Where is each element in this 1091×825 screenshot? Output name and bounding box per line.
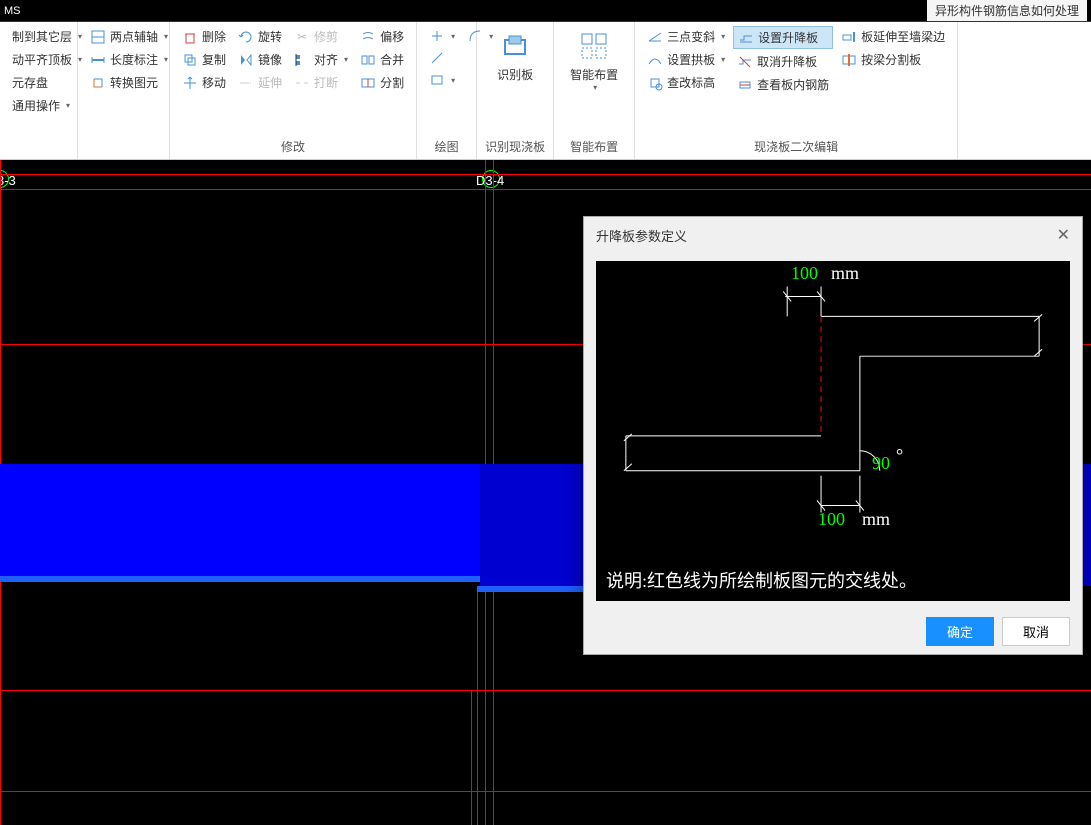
smart-icon [578,30,610,62]
convert-element-button[interactable]: 转换图元 [86,72,172,93]
axis-icon [90,29,106,45]
grid-vline [477,590,478,825]
rect-button[interactable]: ▾ [425,70,459,90]
dim-bottom-value: 100 [818,509,845,530]
rebar-icon [737,77,753,93]
extend-slab-icon [841,29,857,45]
mirror-button[interactable]: 镜像 [234,49,286,70]
diagram-explanation: 说明:红色线为所绘制板图元的交线处。 [606,567,1060,593]
modify-group-label: 修改 [178,134,408,155]
recognize-group-label: 识别现浇板 [485,134,545,155]
help-hint[interactable]: 异形构件钢筋信息如何处理 [927,0,1087,21]
aux-axis-button[interactable]: 两点辅轴▾ [86,26,172,47]
slab-element[interactable] [0,464,480,576]
copy-icon [182,52,198,68]
grid-hline [0,174,1091,175]
move-button[interactable]: 移动 [178,72,230,93]
trim-button: ✂修剪 [290,26,352,47]
slope-icon [647,29,663,45]
save-element-button[interactable]: 元存盘 [8,72,86,93]
cancel-lift-slab-button[interactable]: 取消升降板 [733,51,833,72]
lift-slab-dialog: 升降板参数定义 ✕ [583,216,1083,655]
split-icon [360,75,376,91]
extend-button: 延伸 [234,72,286,93]
slab-edge [0,576,480,582]
convert-icon [90,75,106,91]
dimension-button[interactable]: 长度标注▾ [86,49,172,70]
grid-hline [0,690,1091,691]
copy-button[interactable]: 复制 [178,49,230,70]
split-button[interactable]: 分割 [356,72,408,93]
general-ops-button[interactable]: 通用操作▾ [8,95,86,116]
grid-hline [0,791,1091,792]
split-by-beam-button[interactable]: 按梁分割板 [837,49,949,70]
smart-layout-button[interactable]: 智能布置▾ [562,26,626,134]
arch-icon [647,52,663,68]
slab-edge [477,586,583,592]
cancel-button[interactable]: 取消 [1002,617,1070,646]
point-button[interactable]: ▾ [425,26,459,46]
angle-value: 90 [872,453,890,474]
dim-top-unit: mm [831,263,859,284]
title-bar: MS 异形构件钢筋信息如何处理 [0,0,1091,22]
move-icon [182,75,198,91]
line-button[interactable] [425,48,459,68]
axis-label-1: 3-3 [0,173,16,188]
close-icon[interactable]: ✕ [1057,225,1070,245]
app-title: MS [4,5,21,17]
parameter-diagram: 100 mm 100 mm 90 ° 说明:红色线为所绘制板图元的交线处。 [596,261,1070,601]
set-lift-slab-button[interactable]: 设置升降板 [733,26,833,49]
grid-vline [471,690,472,825]
rect-icon [429,72,445,88]
axis-label-2: D3-4 [476,173,504,188]
elevation-icon [647,75,663,91]
rotate-icon [238,29,254,45]
copy-to-floor-button[interactable]: 制到其它层▾ [8,26,86,47]
recognize-icon [499,30,531,62]
smart-group-label: 智能布置 [562,134,626,155]
align-icon [294,52,310,68]
view-rebar-button[interactable]: 查看板内钢筋 [733,74,833,95]
offset-button[interactable]: 偏移 [356,26,408,47]
rotate-button[interactable]: 旋转 [234,26,286,47]
point-icon [429,28,445,44]
angle-unit: ° [896,445,903,466]
trim-icon: ✂ [294,29,310,45]
line-icon [429,50,445,66]
dialog-titlebar[interactable]: 升降板参数定义 ✕ [584,217,1082,253]
grid-hline [0,189,1091,190]
merge-icon [360,52,376,68]
align-top-button[interactable]: 动平齐顶板▾ [8,49,86,70]
align-button[interactable]: 对齐▾ [290,49,352,70]
ruler-icon [90,52,106,68]
merge-button[interactable]: 合并 [356,49,408,70]
cancel-lift-icon [737,54,753,70]
lift-icon [738,30,754,46]
offset-icon [360,29,376,45]
extend-slab-button[interactable]: 板延伸至墙梁边 [837,26,949,47]
recognize-slab-button[interactable]: 识别板 [489,26,541,134]
dim-bottom-unit: mm [862,509,890,530]
extend-icon [238,75,254,91]
delete-button[interactable]: 删除 [178,26,230,47]
dialog-title-text: 升降板参数定义 [596,226,687,245]
trash-icon [182,29,198,45]
set-arch-button[interactable]: 设置拱板▾ [643,49,729,70]
ribbon: 制到其它层▾ 动平齐顶板▾ 元存盘 通用操作▾ 两点辅轴▾ 长度标注▾ 转换图元… [0,22,1091,160]
draw-group-label: 绘图 [425,134,468,155]
three-point-slope-button[interactable]: 三点变斜▾ [643,26,729,47]
mirror-icon [238,52,254,68]
break-button: 打断 [290,72,352,93]
secondary-edit-group-label: 现浇板二次编辑 [643,134,949,155]
split-beam-icon [841,52,857,68]
break-icon [294,75,310,91]
dim-top-value: 100 [791,263,818,284]
check-elevation-button[interactable]: 查改标高 [643,72,729,93]
ok-button[interactable]: 确定 [926,617,994,646]
